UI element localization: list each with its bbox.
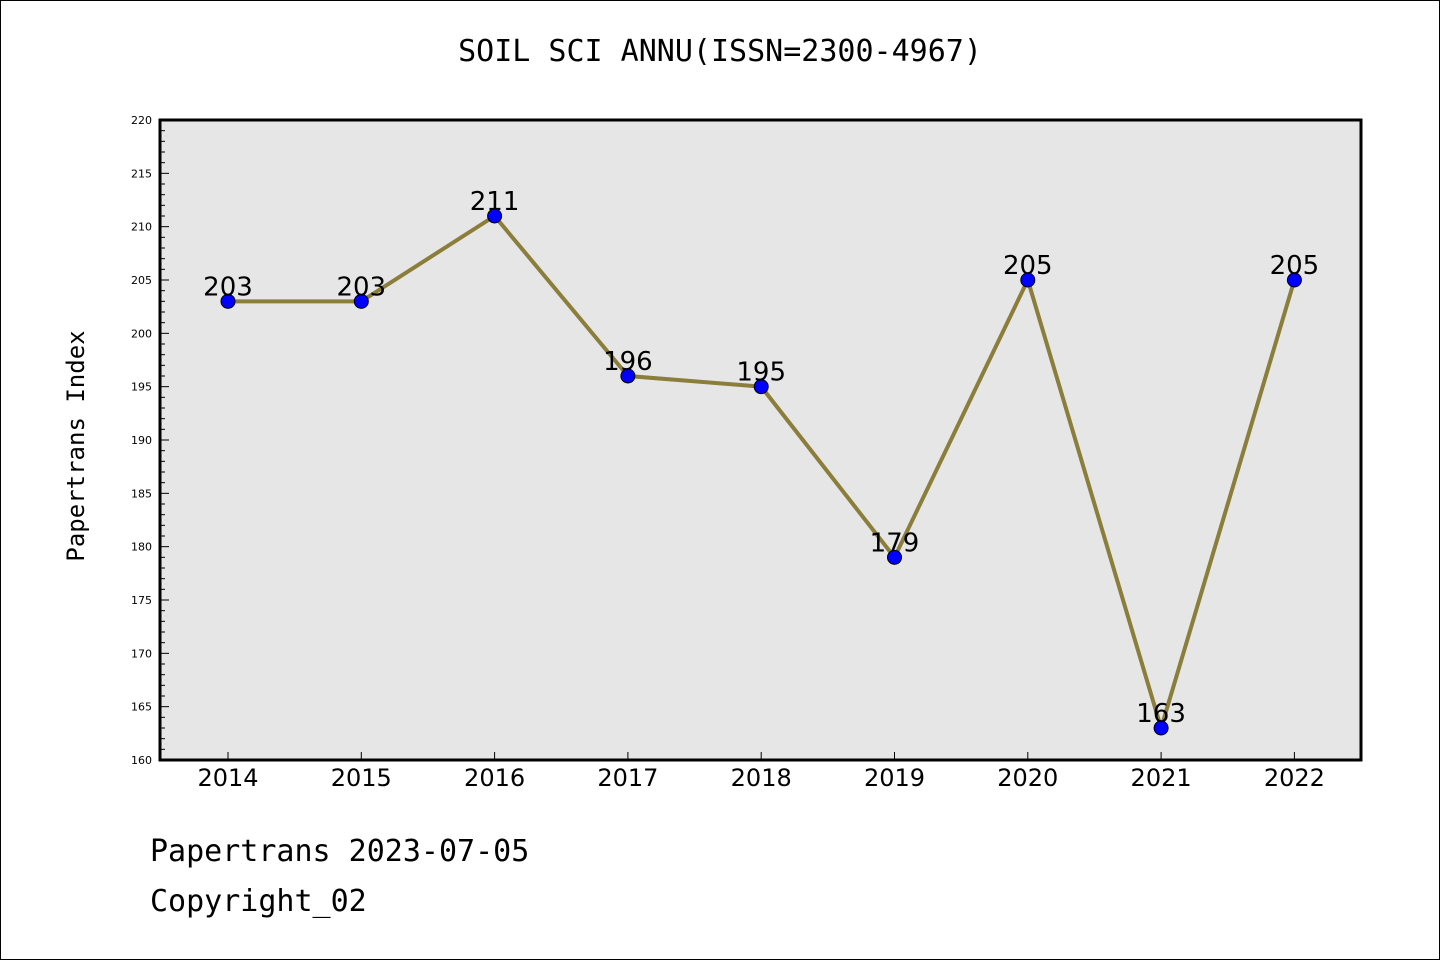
data-label: 196: [603, 347, 653, 377]
y-tick-label: 215: [131, 167, 152, 180]
y-tick-label: 170: [131, 647, 152, 660]
data-point: [1153, 720, 1169, 736]
footer-copyright-line: Copyright_02: [150, 884, 367, 919]
x-tick-label: 2016: [464, 764, 525, 792]
y-tick-label: 205: [131, 274, 152, 287]
x-tick-label: 2022: [1264, 764, 1325, 792]
x-tick-label: 2019: [864, 764, 925, 792]
data-point: [487, 208, 503, 224]
y-tick-label: 185: [131, 487, 152, 500]
plot-area: [158, 118, 1363, 762]
data-point: [353, 293, 369, 309]
data-label: 163: [1136, 699, 1186, 729]
data-point: [753, 379, 769, 395]
y-tick-label: 180: [131, 541, 152, 554]
x-tick-label: 2021: [1131, 764, 1192, 792]
data-label: 211: [470, 187, 520, 217]
data-point: [1286, 272, 1302, 288]
x-tick-label: 2014: [197, 764, 258, 792]
data-label: 205: [1270, 251, 1320, 281]
data-label: 203: [336, 272, 386, 302]
x-tick-label: 2018: [731, 764, 792, 792]
y-tick-label: 190: [131, 434, 152, 447]
y-tick-label: 210: [131, 221, 152, 234]
x-tick-label: 2015: [331, 764, 392, 792]
data-label: 195: [736, 358, 786, 388]
data-point: [220, 293, 236, 309]
footer-date-line: Papertrans 2023-07-05: [150, 834, 530, 869]
y-tick-label: 200: [131, 327, 152, 340]
data-label: 205: [1003, 251, 1053, 281]
y-tick-label: 175: [131, 594, 152, 607]
y-tick-label: 195: [131, 381, 152, 394]
y-tick-label: 220: [131, 114, 152, 127]
data-point: [1020, 272, 1036, 288]
chart-title: SOIL SCI ANNU(ISSN=2300-4967): [458, 34, 982, 69]
data-point: [887, 549, 902, 565]
data-point: [620, 368, 636, 384]
data-label: 203: [203, 272, 253, 302]
y-tick-label: 160: [131, 754, 152, 767]
x-tick-label: 2020: [997, 764, 1058, 792]
data-label: 179: [870, 528, 920, 558]
y-tick-label: 165: [131, 701, 152, 714]
x-tick-label: 2017: [597, 764, 658, 792]
